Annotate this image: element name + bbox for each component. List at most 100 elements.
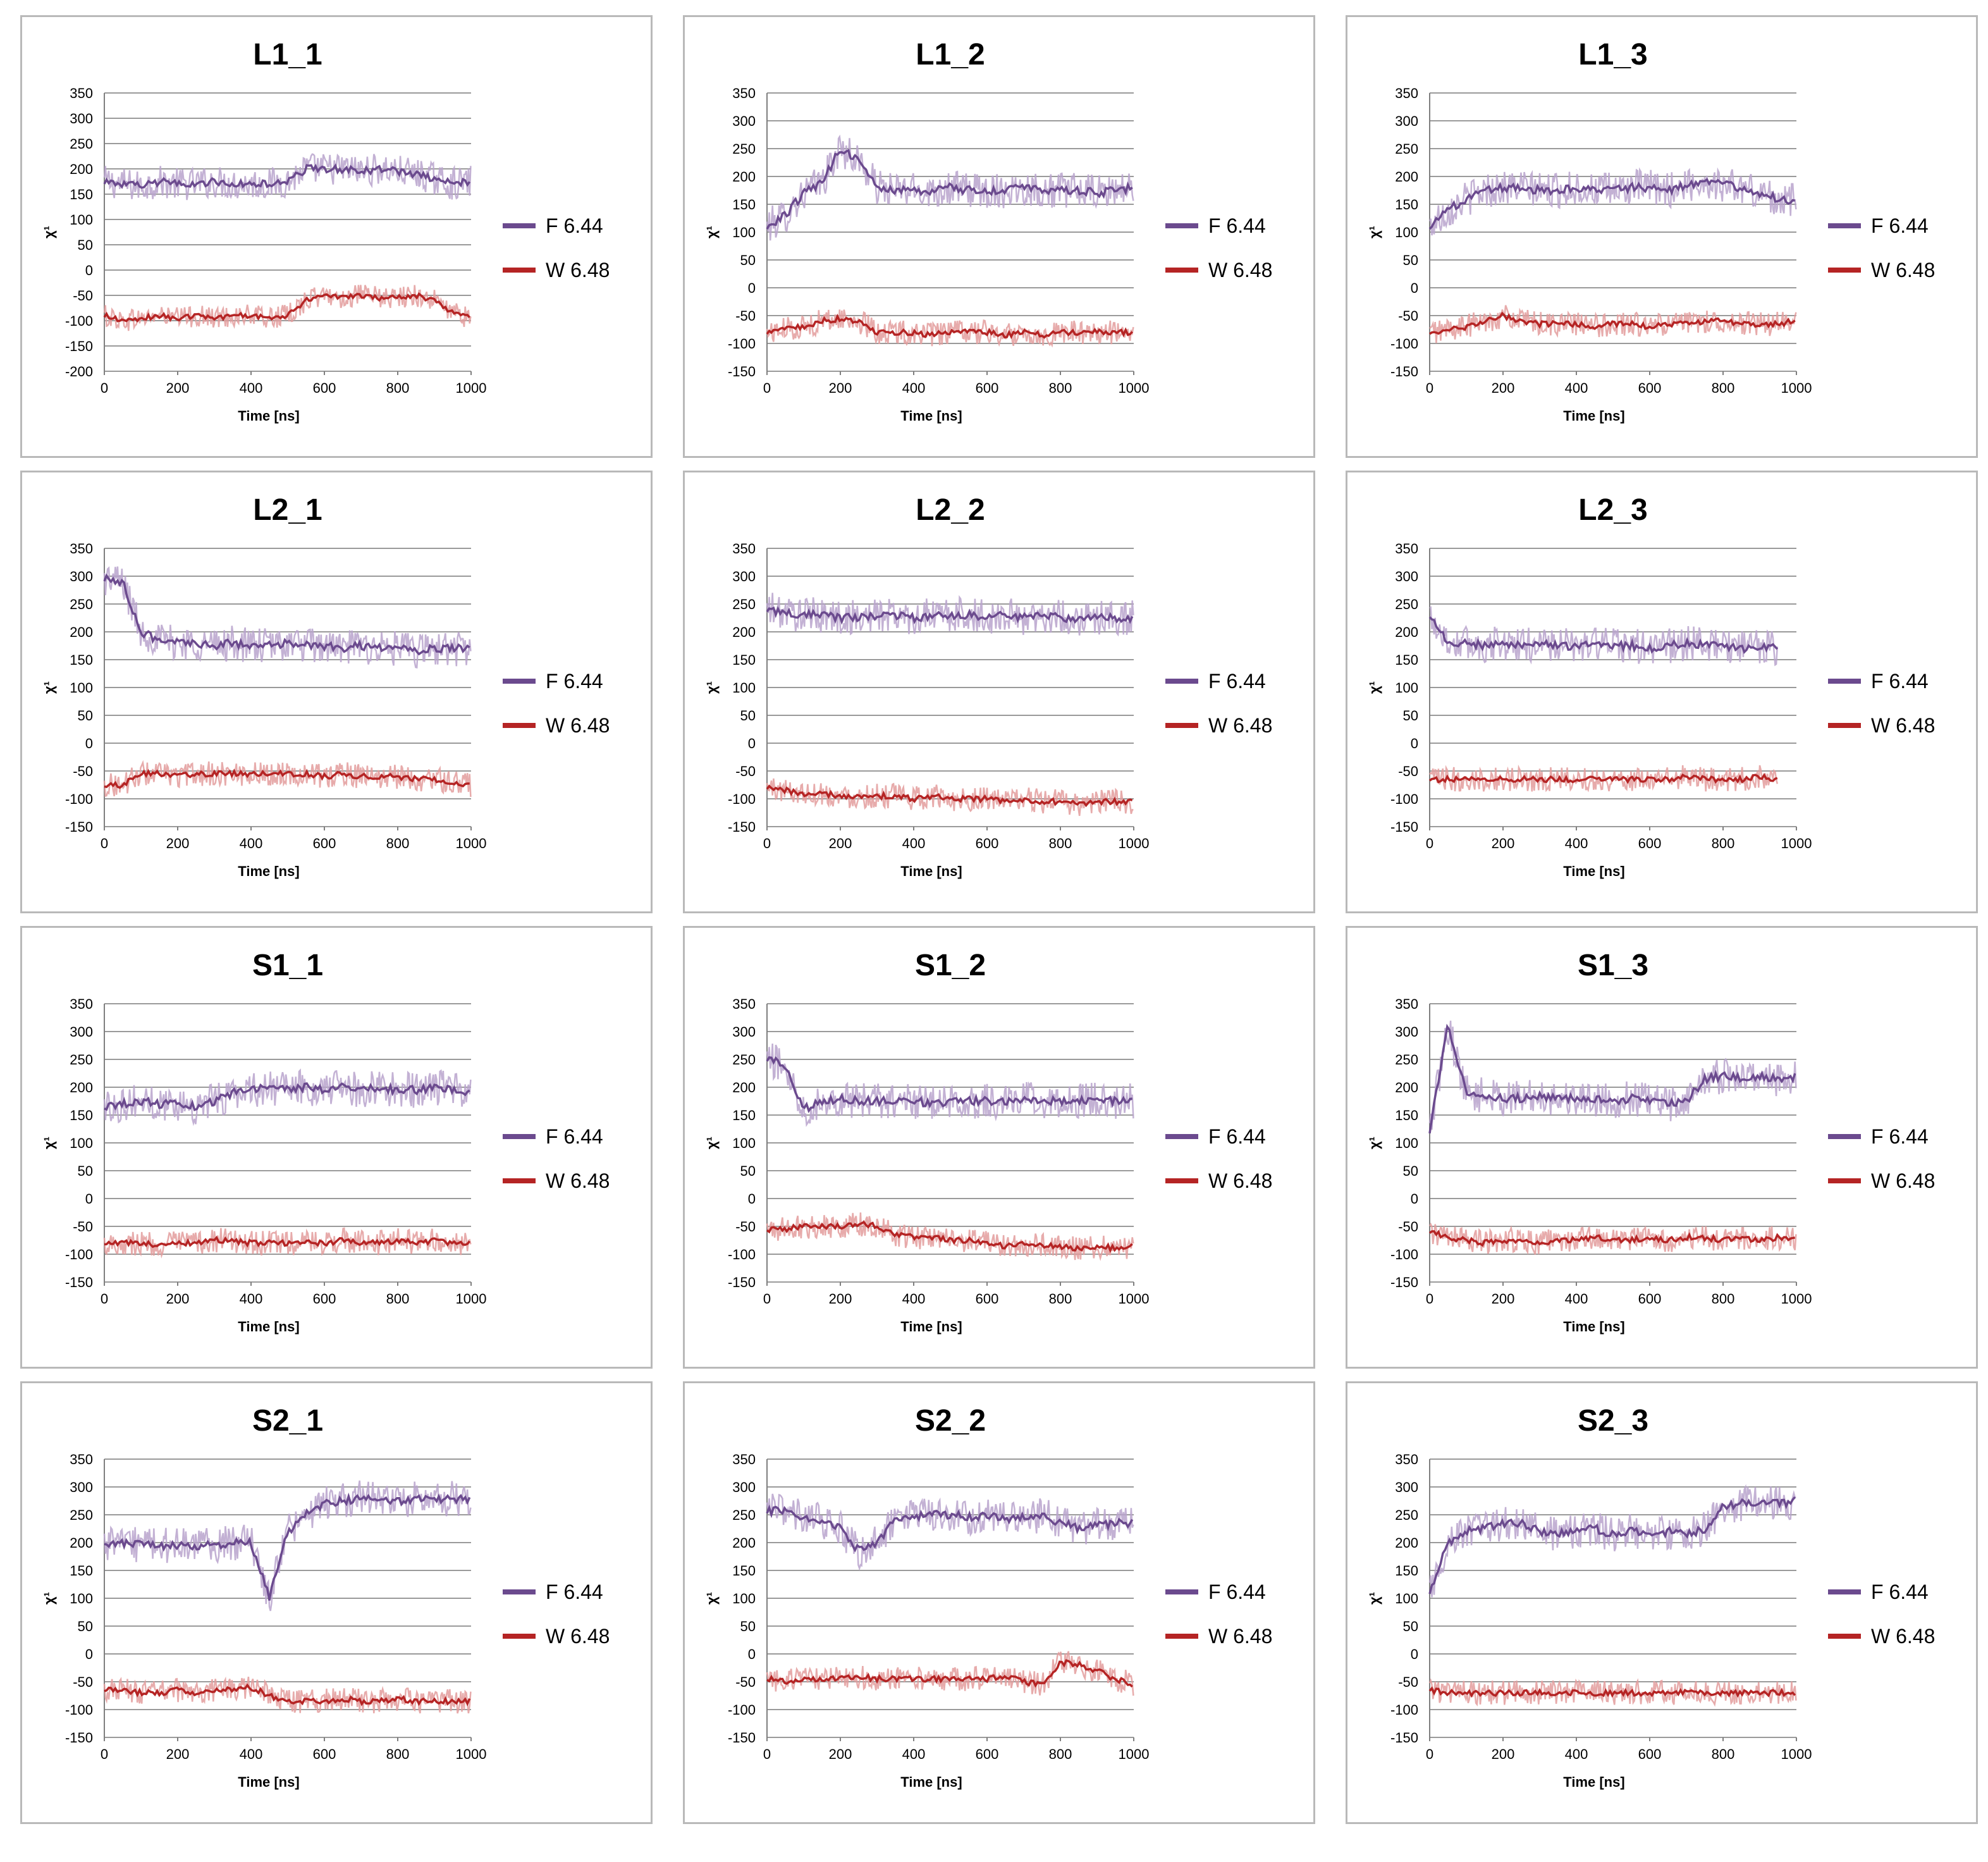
series-noise-f644 [1428, 1020, 1797, 1130]
y-tick-label: -150 [1390, 364, 1418, 379]
y-tick-label: 50 [1403, 252, 1418, 268]
series-noise-w648 [103, 285, 472, 331]
y-tick-label: -100 [728, 791, 756, 807]
series-line-f644 [1428, 1023, 1796, 1134]
x-tick-label: 800 [1712, 1291, 1735, 1307]
x-tick-label: 0 [763, 1291, 771, 1307]
y-tick-label: 200 [732, 1080, 756, 1095]
series-line-w648 [766, 784, 1133, 808]
chart-panel-s1-2: S1_2 350 300 250 200 150 100 50 0 -50 -100 -150 0 200… [683, 926, 1315, 1369]
y-tick-label: 50 [740, 708, 756, 724]
y-tick-label: -100 [1390, 1247, 1418, 1262]
legend-label: F 6.44 [1871, 1125, 1929, 1148]
y-tick-label: 100 [732, 225, 756, 240]
y-tick-label: 100 [70, 680, 93, 696]
y-tick-label: 200 [732, 624, 756, 640]
x-tick-label: 200 [166, 1746, 190, 1762]
y-tick-label: -50 [73, 763, 93, 779]
y-tick-label: -150 [728, 1730, 756, 1746]
y-tick-label: -50 [1398, 1674, 1418, 1690]
y-tick-label: 50 [1403, 1163, 1418, 1179]
y-tick-label: 350 [732, 996, 756, 1012]
y-tick-label: -50 [73, 1674, 93, 1690]
legend-label: W 6.48 [1871, 714, 1935, 737]
x-axis-label: Time [ns] [900, 1774, 962, 1790]
chart-title: S2_3 [1578, 1404, 1648, 1438]
legend-label: W 6.48 [1871, 1625, 1935, 1648]
chart-panel-s2-3: S2_3 350 300 250 200 150 100 50 0 -50 -100 -150 0 200… [1346, 1381, 1978, 1824]
y-tick-label: 100 [70, 212, 93, 228]
y-tick-label: 50 [1403, 1618, 1418, 1634]
chart-title: S1_3 [1578, 949, 1648, 982]
legend-label: F 6.44 [546, 1125, 603, 1148]
chart-title: L2_2 [916, 493, 985, 527]
legend-label: F 6.44 [1871, 670, 1929, 693]
legend-label: F 6.44 [1208, 670, 1266, 693]
x-axis-label: Time [ns] [1563, 1319, 1624, 1335]
x-tick-label: 0 [1426, 1291, 1433, 1307]
y-tick-label: 200 [732, 1535, 756, 1551]
y-tick-label: -50 [735, 1219, 756, 1235]
y-tick-label: -50 [1398, 308, 1418, 324]
y-tick-label: 250 [732, 1507, 756, 1523]
y-tick-label: 0 [748, 1646, 756, 1662]
y-axis-label: χ¹ [41, 1137, 57, 1149]
y-tick-label: -50 [1398, 763, 1418, 779]
series-line-f644 [766, 1504, 1134, 1553]
x-tick-label: 400 [902, 380, 926, 396]
y-tick-label: -100 [65, 313, 93, 329]
series-line-w648 [104, 1683, 471, 1706]
series-line-f644 [1428, 1496, 1796, 1594]
y-tick-label: 350 [732, 541, 756, 557]
chart-title: L2_3 [1578, 493, 1647, 527]
chart-title: L2_1 [253, 493, 322, 527]
x-tick-label: 0 [1426, 380, 1433, 396]
y-tick-label: 0 [1411, 280, 1418, 296]
series-line-f644 [103, 163, 471, 189]
x-tick-label: 400 [902, 1746, 926, 1762]
x-axis-label: Time [ns] [238, 1774, 299, 1790]
y-tick-label: 250 [1395, 1507, 1418, 1523]
y-tick-label: -150 [65, 1274, 93, 1290]
x-tick-label: 0 [763, 835, 771, 851]
x-tick-label: 800 [386, 1291, 410, 1307]
y-tick-label: 200 [70, 161, 93, 177]
x-tick-label: 200 [1492, 1746, 1515, 1762]
y-tick-label: -150 [728, 364, 756, 379]
x-tick-label: 800 [386, 835, 410, 851]
x-tick-label: 1000 [1781, 380, 1812, 396]
x-tick-label: 800 [386, 380, 410, 396]
x-tick-label: 800 [1049, 835, 1072, 851]
legend-label: F 6.44 [546, 670, 603, 693]
series-line-w648 [766, 1220, 1133, 1254]
y-tick-label: 150 [70, 652, 93, 668]
chart-svg: L1_3 350 300 250 200 150 100 50 0 -50 -100 -150 0 200… [1366, 38, 1935, 424]
y-tick-label: 250 [70, 1507, 93, 1523]
y-axis-label: χ¹ [41, 681, 57, 694]
x-tick-label: 0 [763, 1746, 771, 1762]
y-tick-label: -50 [735, 1674, 756, 1690]
y-axis-label: χ¹ [704, 1592, 720, 1605]
series-line-w648 [1429, 311, 1796, 335]
x-tick-label: 800 [1712, 380, 1735, 396]
y-tick-label: 300 [1395, 1479, 1418, 1495]
y-tick-label: 50 [740, 252, 756, 268]
x-tick-label: 200 [1492, 380, 1515, 396]
chart-panel-l1-3: L1_3 350 300 250 200 150 100 50 0 -50 -100 -150 0 200… [1346, 15, 1978, 458]
y-tick-label: 200 [1395, 1535, 1418, 1551]
series-line-f644 [766, 149, 1133, 230]
legend-label: W 6.48 [1871, 259, 1935, 281]
series-noise-f644 [1429, 606, 1779, 667]
legend-label: F 6.44 [1871, 1581, 1929, 1603]
y-tick-label: 350 [1395, 541, 1418, 557]
legend-label: W 6.48 [1208, 1169, 1272, 1192]
y-tick-label: 100 [732, 680, 756, 696]
y-tick-label: 350 [70, 85, 93, 101]
y-tick-label: -100 [728, 336, 756, 352]
y-tick-label: 50 [78, 708, 93, 724]
series-noise-w648 [1428, 764, 1779, 792]
y-tick-label: 100 [70, 1591, 93, 1606]
series-line-w648 [1428, 1230, 1795, 1247]
series-line-w648 [1428, 1686, 1796, 1698]
x-axis-label: Time [ns] [238, 408, 299, 424]
